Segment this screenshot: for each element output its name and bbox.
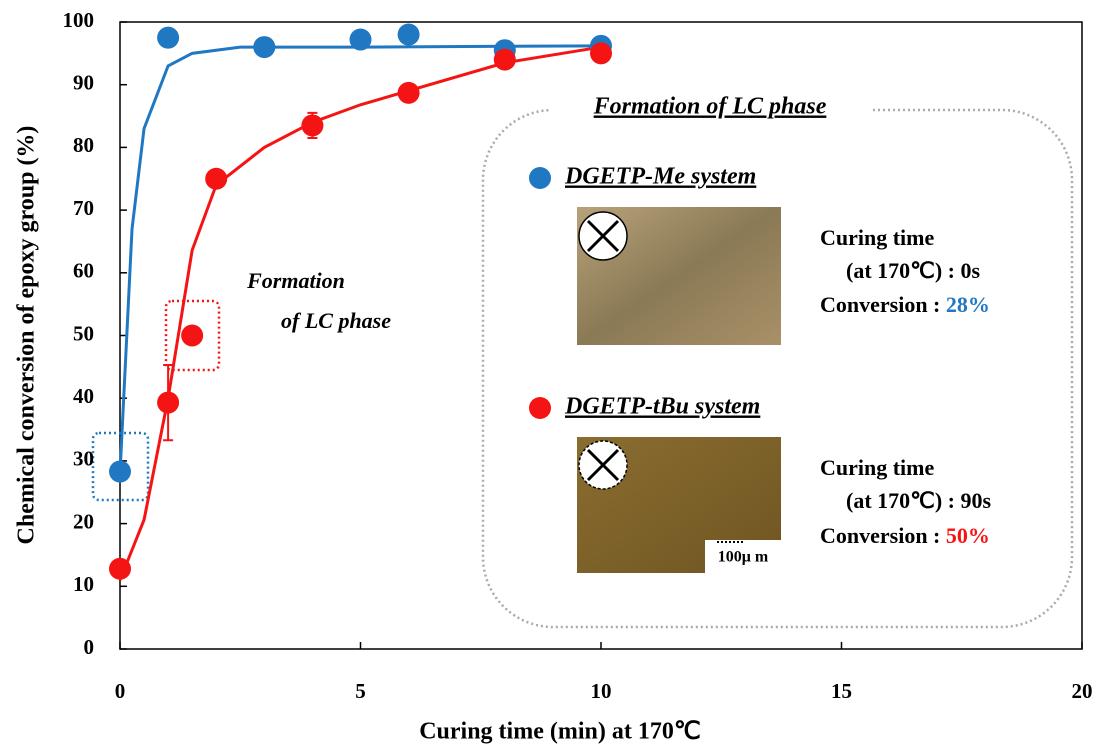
inset-condition: (at 170℃) : 0s — [846, 258, 981, 283]
data-point — [397, 23, 420, 46]
y-tick-label: 80 — [73, 133, 94, 157]
data-point — [253, 36, 276, 59]
data-point — [493, 48, 516, 71]
data-point — [181, 324, 204, 347]
annotation: of LC phase — [281, 308, 391, 333]
y-axis-label: Chemical conversion of epoxy group (%) — [14, 126, 40, 545]
scale-bg — [705, 540, 781, 573]
conversion-label: Conversion : — [820, 292, 940, 317]
fit-line — [118, 45, 602, 581]
legend-label: DGETP-tBu system — [564, 394, 760, 420]
data-point — [349, 28, 372, 51]
data-point — [397, 81, 420, 104]
inset-conversion: Conversion : 50% — [820, 523, 990, 548]
legend-label: DGETP-Me system — [564, 164, 756, 190]
y-tick-label: 100 — [63, 8, 95, 32]
y-tick-label: 60 — [73, 259, 94, 283]
data-point — [590, 42, 612, 65]
conversion-value: 28% — [946, 292, 990, 317]
data-point — [157, 391, 180, 414]
y-tick-label: 70 — [73, 196, 94, 220]
highlight-box — [164, 299, 221, 372]
legend-marker — [529, 397, 551, 419]
inset-curing: Curing time — [820, 225, 935, 250]
data-point — [301, 114, 324, 137]
data-point — [109, 460, 131, 483]
inset-title: Formation of LC phase — [593, 94, 827, 120]
y-tick-label: 30 — [73, 447, 94, 471]
conversion-label: Conversion : — [820, 523, 940, 548]
y-tick-label: 40 — [73, 384, 94, 408]
legend-marker — [529, 167, 551, 189]
y-tick-label: 20 — [73, 509, 94, 533]
x-tick-label: 10 — [591, 679, 612, 703]
x-tick-label: 5 — [355, 679, 366, 703]
x-tick-label: 20 — [1072, 679, 1093, 703]
inset-text: Curing time (at 170℃) : 0s Conversion : … — [820, 225, 992, 548]
conversion-value: 50% — [946, 523, 990, 548]
y-tick-label: 10 — [73, 572, 94, 596]
polarizer-cross — [586, 219, 620, 253]
x-tick-label: 0 — [115, 679, 126, 703]
inset-conversion: Conversion : 28% — [820, 292, 990, 317]
data-point — [205, 167, 228, 190]
data-point — [157, 26, 180, 49]
y-tick-label: 90 — [73, 71, 94, 95]
fit-line — [118, 44, 602, 474]
y-tick-label: 0 — [84, 635, 95, 659]
scale-label: 100μ m — [718, 549, 769, 566]
x-tick-label: 15 — [831, 679, 852, 703]
x-axis-label: Curing time (min) at 170℃ — [419, 719, 701, 745]
data-point — [109, 557, 131, 580]
inset-title-bg — [550, 95, 870, 125]
inset-frame — [481, 108, 1074, 629]
y-tick-label: 50 — [73, 321, 94, 345]
annotation: Formation — [246, 268, 345, 293]
polarizer-cross — [586, 448, 620, 482]
inset-curing: Curing time — [820, 455, 935, 480]
inset-condition: (at 170℃) : 90s — [846, 488, 992, 513]
